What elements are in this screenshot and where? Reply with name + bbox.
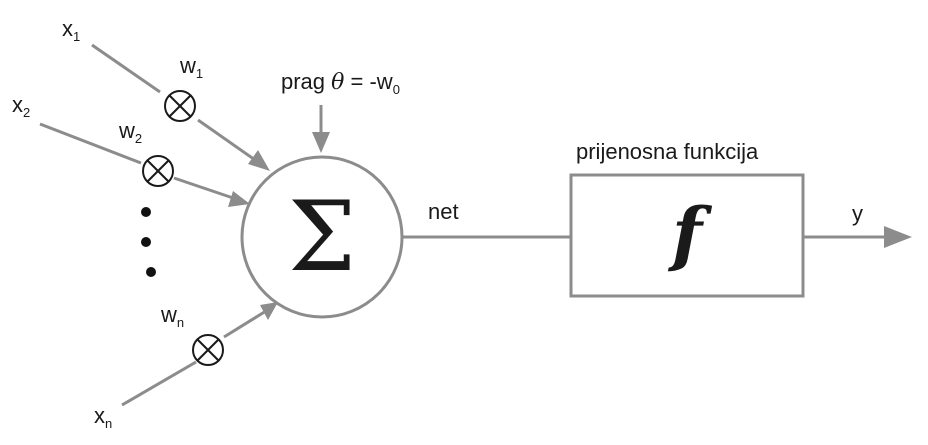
input-line-1: [91, 43, 161, 94]
multiply-node-n: [192, 334, 224, 366]
weighted-line-n: [223, 309, 267, 339]
arrowhead-1: [248, 150, 270, 171]
weight-label-1: w1: [179, 53, 203, 81]
input-label-2: x2: [12, 92, 30, 120]
input-line-n: [121, 360, 197, 407]
arrowhead-2: [228, 191, 250, 207]
summation-symbol: Σ: [288, 181, 356, 293]
transfer-function-title: prijenosna funkcija: [576, 139, 759, 164]
weight-label-n: wn: [160, 302, 184, 330]
weighted-line-1: [197, 118, 259, 164]
arrowhead-n: [260, 302, 278, 320]
threshold-label: prag θ = -w0: [281, 69, 400, 97]
input-label-n: xn: [94, 403, 112, 431]
weighted-line-2: [173, 176, 237, 201]
multiply-node-1: [164, 90, 196, 122]
multiply-node-2: [142, 155, 174, 187]
output-label: y: [852, 201, 863, 226]
output-arrowhead: [884, 226, 912, 248]
ellipsis-dot: [141, 207, 151, 217]
input-line-2: [39, 122, 142, 165]
threshold-arrowhead: [312, 132, 330, 153]
net-label: net: [428, 199, 459, 224]
input-label-1: x1: [62, 16, 80, 44]
ellipsis-dot: [141, 237, 151, 247]
weight-label-2: w2: [118, 118, 142, 146]
ellipsis-dot: [146, 267, 156, 277]
